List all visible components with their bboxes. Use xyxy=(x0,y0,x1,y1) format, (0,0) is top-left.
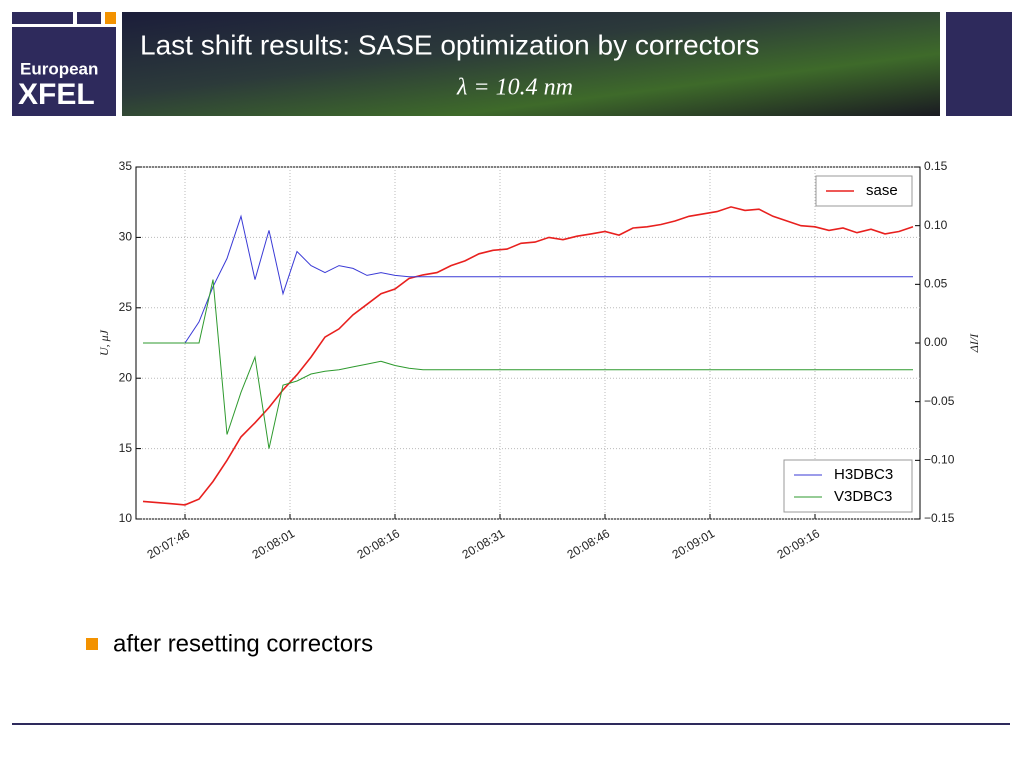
x-tick-label: 20:08:31 xyxy=(460,526,508,562)
y2-tick-label: −0.10 xyxy=(924,453,955,467)
logo-square xyxy=(77,12,101,24)
x-tick-label: 20:08:16 xyxy=(355,526,403,562)
legend-label: V3DBC3 xyxy=(834,488,892,505)
x-tick-label: 20:09:16 xyxy=(775,526,823,562)
y-axis-label: U, μJ xyxy=(97,329,111,356)
y-tick-label: 10 xyxy=(119,511,133,525)
logo-text: European xyxy=(20,59,98,78)
y2-tick-label: −0.05 xyxy=(924,394,955,408)
x-tick-label: 20:08:01 xyxy=(250,526,298,562)
y-tick-label: 15 xyxy=(119,441,133,455)
series-line xyxy=(143,214,913,344)
y-tick-label: 35 xyxy=(119,159,133,173)
chart: U, μJ ΔI/I 10 15 20 25 30 35 −0.15 −0.10 −0.05 0.… xyxy=(97,159,981,562)
y-tick-label: 25 xyxy=(119,300,133,314)
y2-tick-label: 0.05 xyxy=(924,277,948,291)
x-tick-label: 20:09:01 xyxy=(670,526,718,562)
legend-box xyxy=(783,459,913,513)
bullet-text: after resetting correctors xyxy=(113,630,373,657)
y-tick-label: 20 xyxy=(119,370,133,384)
logo-text: XFEL xyxy=(18,78,95,111)
bullet-marker xyxy=(86,638,98,650)
y2-axis-label: ΔI/I xyxy=(967,333,981,353)
header-image xyxy=(122,12,940,116)
x-tick-label: 20:08:46 xyxy=(565,526,613,562)
y2-tick-label: 0.15 xyxy=(924,159,948,173)
y-tick-label: 30 xyxy=(119,230,133,244)
title: Last shift results: SASE optimization by… xyxy=(140,29,759,60)
y2-tick-label: 0.10 xyxy=(924,218,948,232)
y2-tick-label: −0.15 xyxy=(924,511,955,525)
x-tick-label: 20:07:46 xyxy=(145,526,193,562)
logo-square xyxy=(12,12,73,24)
series-line xyxy=(142,206,914,506)
series-line xyxy=(143,279,913,449)
logo xyxy=(12,27,116,116)
subtitle: λ = 10.4 nm xyxy=(456,75,573,101)
y2-tick-label: 0.00 xyxy=(924,335,948,349)
legend-label: sase xyxy=(866,182,898,199)
logo-square xyxy=(105,12,116,24)
header-block xyxy=(946,12,1012,116)
legend-label: H3DBC3 xyxy=(834,466,893,483)
